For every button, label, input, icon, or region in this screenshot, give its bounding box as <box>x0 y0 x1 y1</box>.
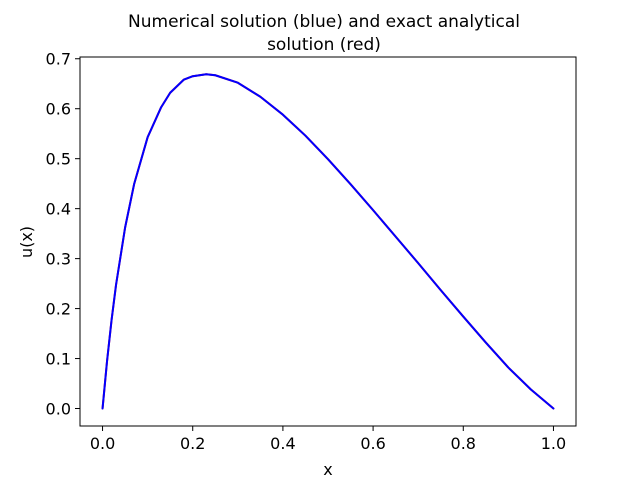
y-axis-ticks: 0.0 0.1 0.2 0.3 0.4 0.5 0.6 0.7 <box>46 50 80 419</box>
plot-frame <box>79 56 577 427</box>
x-tick-label: 0.2 <box>180 434 205 453</box>
y-tick-label: 0.5 <box>46 150 71 169</box>
y-axis-label: u(x) <box>17 226 36 258</box>
chart-title-line-1: Numerical solution (blue) and exact anal… <box>128 12 520 32</box>
y-tick-label: 0.3 <box>46 250 71 269</box>
x-tick-label: 0.4 <box>270 434 295 453</box>
y-tick-label: 0.4 <box>46 200 71 219</box>
series-line-blue <box>101 73 555 410</box>
x-tick-label: 1.0 <box>541 434 566 453</box>
y-tick-label: 0.6 <box>46 100 71 119</box>
y-tick-label: 0.7 <box>46 50 71 69</box>
y-tick-label: 0.0 <box>46 400 71 419</box>
plot-layer <box>101 73 555 410</box>
x-axis-ticks: 0.0 0.2 0.4 0.6 0.8 1.0 <box>90 426 566 453</box>
y-tick-label: 0.1 <box>46 350 71 369</box>
y-tick-label: 0.2 <box>46 300 71 319</box>
x-tick-label: 0.0 <box>90 434 115 453</box>
x-tick-label: 0.6 <box>360 434 385 453</box>
chart-title-line-2: solution (red) <box>267 35 381 55</box>
x-axis-label: x <box>323 460 332 478</box>
x-tick-label: 0.8 <box>451 434 476 453</box>
